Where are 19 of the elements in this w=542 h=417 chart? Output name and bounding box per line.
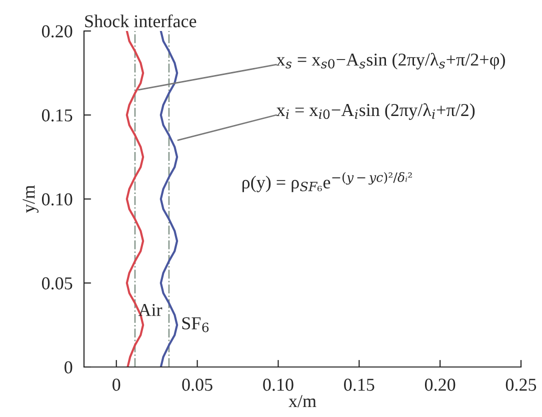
y-tick-label: 0 (64, 361, 72, 374)
annotation: SF$_{6}$ (182, 317, 209, 332)
y-tick-label: 0.05 (42, 277, 72, 290)
text: x$_{s}$ = x$_{s0}$−A$_{s}$sin (2πy/λ$_{s}$+π/2+φ) (276, 52, 505, 70)
x-tick-label: 0.05 (182, 378, 212, 391)
x-tick-label: 0.10 (263, 378, 294, 391)
y-axis-title: y/m (22, 185, 39, 213)
annotation: Air (138, 304, 162, 316)
x-axis-title: x/m (288, 395, 316, 408)
x-tick-label: 0.20 (424, 378, 456, 391)
annotation: ρ(y) = ρ$_{SF₆}$e$^{−(y−yc)²/δᵢ²}$ (242, 172, 412, 192)
x-tick-label: 0 (112, 378, 120, 391)
x-tick-label: 0.25 (506, 378, 536, 391)
x-tick-label: 0.15 (344, 378, 374, 391)
y-tick-label: 0.15 (42, 109, 72, 122)
y-tick-label: 0.20 (42, 25, 72, 38)
text: x$_{i}$ = x$_{i0}$−A$_{i}$sin (2πy/λ$_{i}$+π/2) (276, 103, 475, 120)
chart-title: Shock interface (85, 14, 196, 28)
y-tick-label: 0.10 (42, 193, 72, 206)
